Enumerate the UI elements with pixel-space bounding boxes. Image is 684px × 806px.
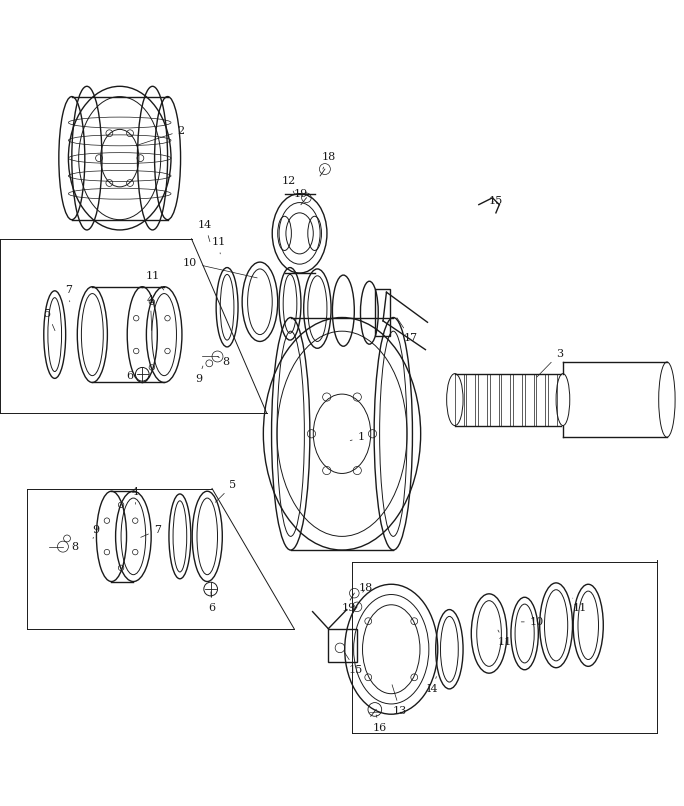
Bar (375, 289, 390, 336)
Text: 4: 4 (132, 487, 139, 505)
Text: 14: 14 (198, 220, 212, 242)
Text: 13: 13 (392, 685, 407, 716)
Text: 8: 8 (218, 356, 229, 367)
Bar (501, 374, 510, 426)
Text: 7: 7 (65, 285, 72, 301)
Text: 5: 5 (44, 309, 55, 330)
Bar (328, 629, 357, 662)
Text: 10: 10 (183, 258, 257, 278)
Text: 11: 11 (212, 237, 226, 254)
Bar (466, 374, 475, 426)
Text: I4: I4 (427, 676, 438, 694)
Bar (536, 374, 545, 426)
Bar (455, 374, 464, 426)
Text: 19: 19 (342, 603, 356, 613)
Text: 15: 15 (345, 653, 363, 675)
Text: 11: 11 (498, 630, 512, 647)
Bar (490, 374, 499, 426)
Text: 15: 15 (489, 196, 503, 206)
Bar (548, 374, 557, 426)
Bar (478, 374, 487, 426)
Text: 16: 16 (373, 715, 386, 733)
Bar (513, 374, 522, 426)
Text: 11: 11 (573, 598, 587, 613)
Text: 9: 9 (92, 525, 99, 538)
Text: 4: 4 (147, 296, 154, 330)
Text: 5: 5 (215, 480, 236, 502)
Text: 1: 1 (350, 432, 365, 442)
Text: 11: 11 (146, 272, 163, 290)
Text: 12: 12 (282, 176, 295, 194)
Text: 17: 17 (397, 318, 417, 343)
Text: 7: 7 (141, 526, 161, 538)
Text: 10: 10 (521, 617, 544, 627)
Bar (525, 374, 534, 426)
Text: 2: 2 (136, 126, 185, 146)
Text: 3: 3 (537, 349, 563, 377)
Text: 19: 19 (294, 189, 308, 205)
Text: 18: 18 (359, 583, 373, 592)
Text: 6: 6 (209, 592, 215, 613)
Text: 18: 18 (321, 152, 335, 169)
Text: 8: 8 (72, 542, 79, 551)
Text: 9: 9 (195, 366, 203, 384)
Text: 6: 6 (127, 371, 140, 380)
